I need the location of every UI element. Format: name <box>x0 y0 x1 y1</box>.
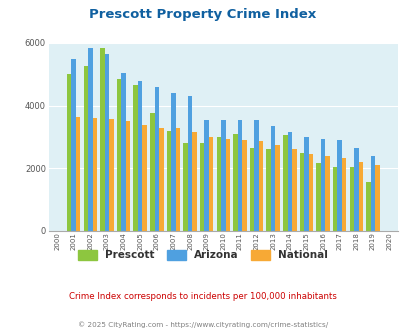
Bar <box>138 81 142 231</box>
Legend: Prescott, Arizona, National: Prescott, Arizona, National <box>78 250 327 260</box>
Bar <box>209 137 213 231</box>
Bar <box>166 131 171 231</box>
Bar <box>121 73 126 231</box>
Bar <box>225 139 230 231</box>
Bar <box>249 148 254 231</box>
Bar <box>126 121 130 231</box>
Bar <box>374 165 379 231</box>
Bar <box>104 54 109 231</box>
Bar <box>154 87 159 231</box>
Text: Crime Index corresponds to incidents per 100,000 inhabitants: Crime Index corresponds to incidents per… <box>69 292 336 301</box>
Bar <box>341 158 345 231</box>
Bar <box>183 143 188 231</box>
Bar <box>254 120 258 231</box>
Bar <box>220 120 225 231</box>
Bar <box>188 96 192 231</box>
Bar <box>299 152 303 231</box>
Bar <box>67 74 71 231</box>
Bar <box>88 48 92 231</box>
Bar <box>349 167 353 231</box>
Bar <box>117 79 121 231</box>
Bar <box>270 126 275 231</box>
Bar <box>370 156 374 231</box>
Bar <box>320 139 324 231</box>
Bar <box>303 137 308 231</box>
Bar <box>109 119 113 231</box>
Bar <box>175 128 180 231</box>
Text: Prescott Property Crime Index: Prescott Property Crime Index <box>89 8 316 21</box>
Bar <box>332 167 337 231</box>
Bar <box>192 132 196 231</box>
Bar <box>92 118 97 231</box>
Bar <box>83 66 88 231</box>
Bar <box>291 149 296 231</box>
Text: © 2025 CityRating.com - https://www.cityrating.com/crime-statistics/: © 2025 CityRating.com - https://www.city… <box>78 322 327 328</box>
Bar <box>353 148 358 231</box>
Bar <box>159 128 163 231</box>
Bar <box>133 85 138 231</box>
Bar <box>237 120 241 231</box>
Bar <box>150 114 154 231</box>
Bar <box>337 140 341 231</box>
Bar <box>315 163 320 231</box>
Bar <box>100 48 104 231</box>
Bar <box>308 153 312 231</box>
Bar <box>199 143 204 231</box>
Bar <box>71 59 76 231</box>
Bar <box>287 132 291 231</box>
Bar <box>275 145 279 231</box>
Bar <box>142 125 147 231</box>
Bar <box>216 137 220 231</box>
Bar <box>76 116 80 231</box>
Bar <box>358 162 362 231</box>
Bar <box>365 182 370 231</box>
Bar <box>204 120 209 231</box>
Bar <box>232 134 237 231</box>
Bar <box>266 149 270 231</box>
Bar <box>282 135 287 231</box>
Bar <box>171 93 175 231</box>
Bar <box>324 156 329 231</box>
Bar <box>241 140 246 231</box>
Bar <box>258 141 262 231</box>
